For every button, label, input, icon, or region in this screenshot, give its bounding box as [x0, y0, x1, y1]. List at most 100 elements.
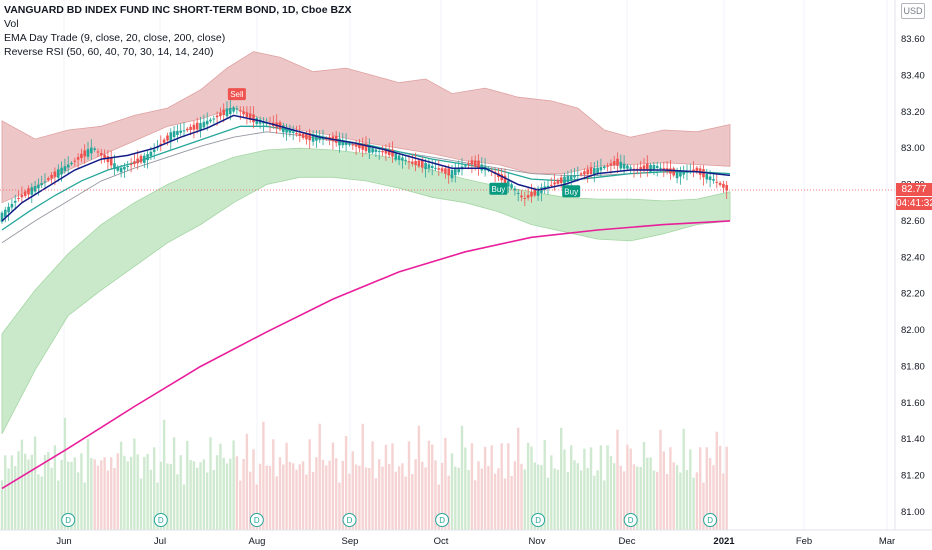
volume-bar: [450, 453, 454, 531]
candle-body: [622, 163, 626, 169]
candle-body: [682, 170, 685, 175]
volume-bar: [252, 449, 255, 531]
candle-body: [139, 155, 143, 163]
candle-body: [593, 168, 596, 175]
signal-marker[interactable]: [227, 88, 246, 101]
signal-marker[interactable]: [489, 182, 508, 195]
candle-body: [646, 163, 649, 171]
candle-body: [629, 167, 632, 169]
volume-bar: [116, 453, 119, 530]
volume-legend[interactable]: Vol: [4, 18, 19, 30]
signal-marker[interactable]: [562, 185, 581, 198]
dividend-marker[interactable]: [623, 513, 638, 527]
candle-body: [695, 167, 699, 173]
candle-body: [215, 115, 219, 118]
candle-body: [60, 167, 63, 175]
volume-bar: [689, 449, 692, 531]
candle-body: [282, 125, 285, 133]
volume-bar: [7, 468, 10, 530]
candle-body: [106, 156, 110, 163]
y-tick-label: 81.00: [901, 507, 925, 518]
volume-bar: [431, 444, 434, 530]
dividend-marker[interactable]: [342, 513, 357, 527]
currency-badge[interactable]: USD: [901, 3, 925, 19]
volume-bar: [153, 447, 156, 531]
volume-bar: [67, 461, 70, 530]
candle-body: [338, 138, 341, 146]
candle-body: [401, 157, 404, 161]
dividend-label: D: [347, 516, 353, 525]
volume-bar: [626, 444, 629, 530]
x-tick-label: Aug: [249, 536, 266, 547]
volume-bar: [378, 459, 381, 530]
x-tick-label: Feb: [796, 536, 812, 547]
volume-bar: [348, 473, 351, 530]
candle-body: [616, 158, 619, 166]
ema-200-line: [1, 220, 731, 490]
dividend-marker[interactable]: [61, 513, 76, 527]
dividend-marker[interactable]: [531, 513, 546, 527]
candle-body: [351, 144, 355, 146]
ema-legend[interactable]: EMA Day Trade (9, close, 20, close, 200,…: [4, 32, 226, 44]
x-tick-label: Oct: [434, 536, 449, 547]
volume-bar: [27, 459, 30, 530]
volume-bar: [414, 459, 417, 530]
volume-bar: [222, 457, 225, 530]
candle-body: [609, 163, 613, 166]
volume-bar: [179, 455, 182, 530]
volume-bar: [477, 461, 480, 530]
candle-body: [93, 148, 96, 150]
candle-body: [374, 149, 378, 152]
candle-body: [358, 144, 361, 149]
candle-body: [143, 155, 146, 163]
volume-bar: [533, 462, 536, 530]
candle-body: [546, 185, 550, 188]
candle-body: [113, 163, 116, 170]
volume-bar: [613, 463, 616, 530]
volume-bar: [394, 471, 397, 530]
volume-bar: [209, 437, 212, 530]
volume-bar: [215, 455, 219, 530]
y-tick-label: 83.20: [901, 107, 925, 118]
candle-body: [725, 185, 728, 191]
volume-bar: [722, 473, 725, 530]
volume-bar: [454, 466, 457, 530]
volume-bar: [186, 440, 189, 530]
candle-body: [13, 200, 17, 203]
volume-bar: [464, 447, 467, 530]
volume-bar: [652, 470, 656, 530]
dividend-label: D: [439, 516, 445, 525]
volume-bar: [364, 467, 368, 530]
symbol-title[interactable]: VANGUARD BD INDEX FUND INC SHORT-TERM BO…: [4, 4, 352, 16]
dividend-marker[interactable]: [435, 513, 450, 527]
candle-body: [576, 175, 580, 176]
candle-body: [430, 165, 434, 168]
candle-body: [467, 163, 470, 165]
dividend-marker[interactable]: [153, 513, 168, 527]
reverse-rsi-legend[interactable]: Reverse RSI (50, 60, 40, 70, 30, 14, 14,…: [4, 46, 214, 58]
candle-body: [189, 126, 192, 130]
candle-body: [80, 153, 83, 159]
volume-bar: [292, 463, 295, 531]
volume-bar: [37, 474, 40, 530]
volume-bar: [487, 466, 490, 530]
volume-bar: [126, 461, 129, 530]
volume-bar: [176, 474, 179, 531]
dividend-label: D: [254, 516, 260, 525]
candle-body: [318, 137, 321, 140]
volume-bar: [235, 456, 239, 530]
volume-bar: [457, 467, 460, 531]
volume-bar: [599, 445, 603, 531]
dividend-marker[interactable]: [703, 513, 718, 527]
volume-bar: [490, 445, 493, 531]
signal-label: Buy: [564, 187, 578, 196]
candle-body: [50, 174, 53, 179]
volume-bar: [298, 464, 301, 531]
candle-body: [53, 171, 57, 177]
candle-body: [66, 164, 70, 168]
dividend-marker[interactable]: [249, 513, 264, 527]
volume-bar: [622, 471, 626, 530]
volume-bar: [232, 440, 235, 530]
candle-body: [136, 158, 139, 164]
